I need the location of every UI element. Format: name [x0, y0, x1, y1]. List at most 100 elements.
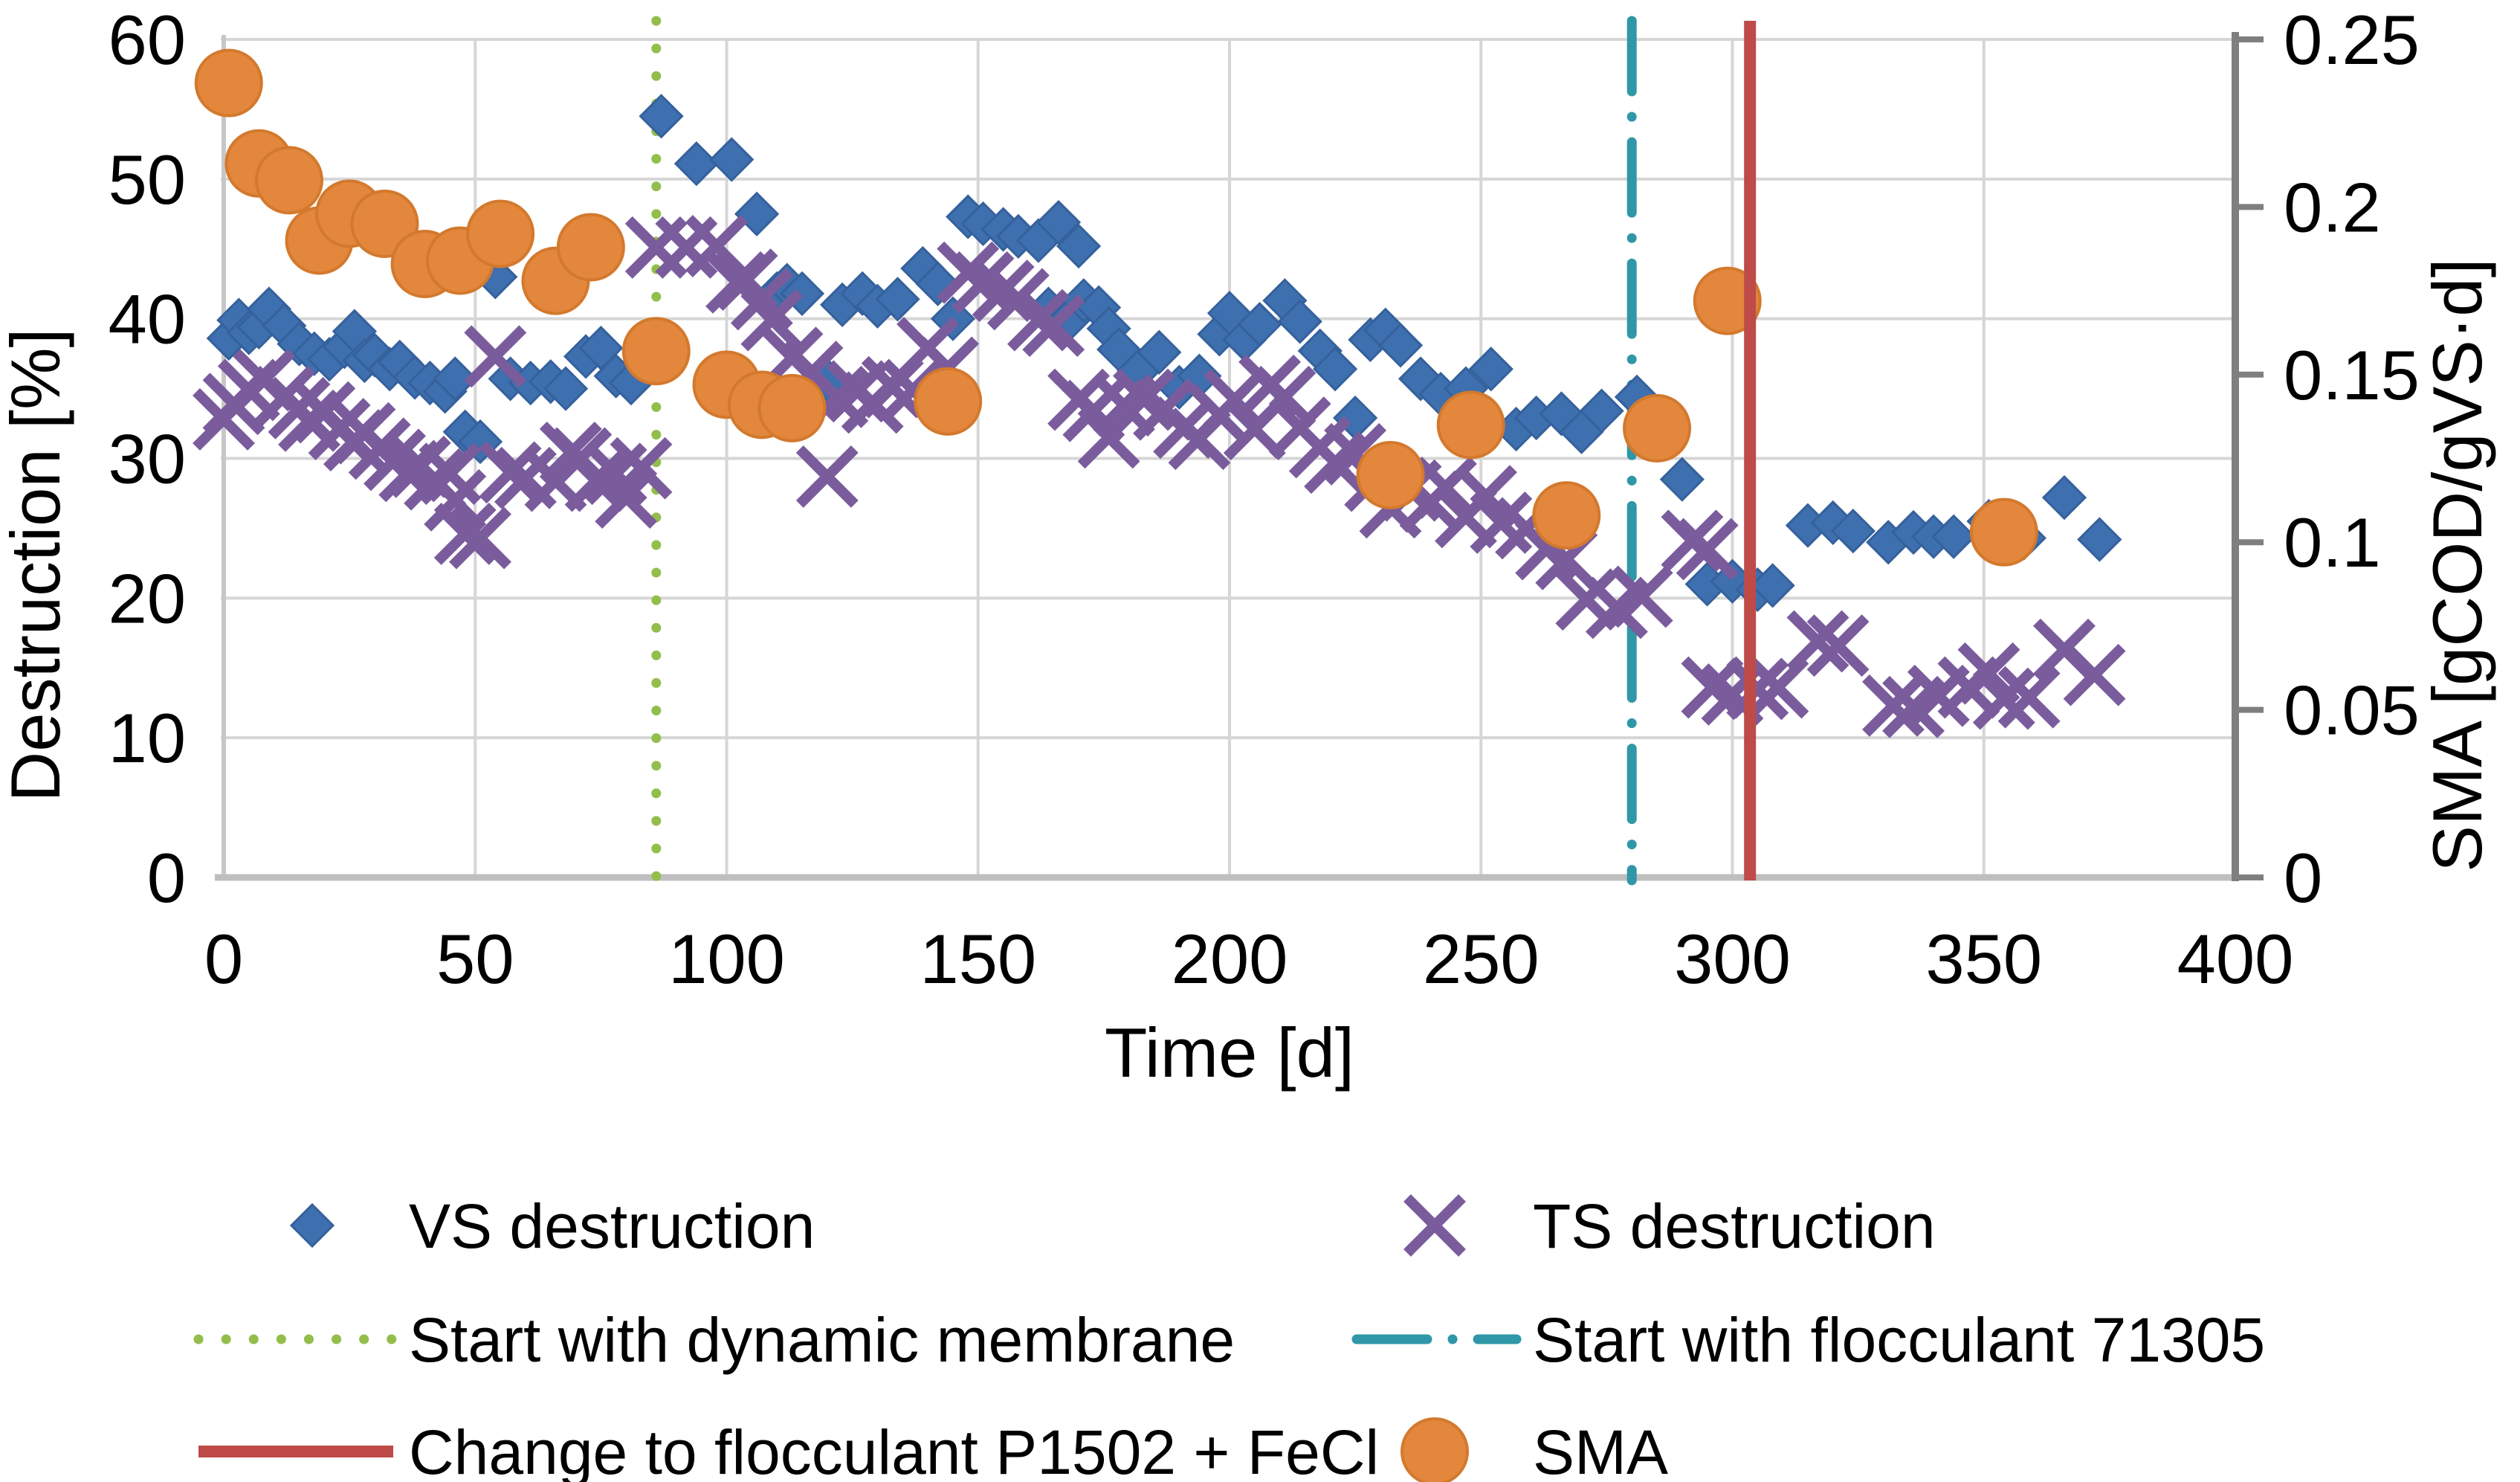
y-left-tick-label: 20 [108, 559, 186, 637]
vs-destruction-point [1750, 563, 1795, 608]
y-left-tick-label: 50 [108, 141, 186, 219]
y-right-tick-label: 0.25 [2284, 1, 2420, 79]
sma-point [621, 317, 691, 386]
vs-destruction-point [543, 366, 589, 411]
vs-diamond-icon [289, 1202, 335, 1249]
sma-circle-icon [1400, 1417, 1469, 1482]
vs-destruction-point [1036, 199, 1082, 245]
vs-destruction-point [1931, 514, 1977, 559]
legend-item: TS destruction [1403, 1191, 1936, 1261]
y-right-tick-label: 0 [2284, 839, 2322, 917]
x-tick-label: 100 [668, 920, 785, 998]
ts-destruction-point [1726, 657, 1789, 721]
series-sma [194, 48, 2038, 567]
legend-item: Change to flocculant P1502 + FeCl [198, 1417, 1379, 1482]
vs-destruction-point [1579, 388, 1624, 434]
y-left-tick-label: 0 [147, 839, 186, 917]
ts-destruction-point [1610, 565, 1673, 628]
vs-destruction-point [1659, 457, 1705, 502]
sma-point [556, 213, 625, 282]
ts-destruction-point [2063, 643, 2126, 706]
vs-destruction-point [1830, 509, 1876, 554]
legend-label: Start with flocculant 71305 [1533, 1305, 2265, 1375]
legend-label: SMA [1533, 1417, 1668, 1482]
y-right-tick-label: 0.05 [2284, 671, 2420, 750]
ts-destruction-point [1972, 667, 2035, 730]
sma-point [254, 146, 323, 215]
x-tick-label: 400 [2177, 920, 2294, 998]
legend-label: TS destruction [1533, 1191, 1936, 1261]
legend-item: Start with dynamic membrane [193, 1305, 1235, 1375]
sma-point [1356, 441, 1425, 510]
ts-destruction-point [952, 251, 1015, 314]
vs-destruction-point [1312, 347, 1358, 392]
ts-destruction-point [595, 466, 658, 529]
vs-destruction-point [673, 141, 720, 187]
ts-destruction-point [1806, 614, 1870, 677]
x-tick-label: 200 [1172, 920, 1288, 998]
ts-destruction-point [1862, 674, 1925, 737]
ts-destruction-point [610, 436, 673, 500]
vs-destruction-point [2077, 517, 2122, 562]
y-right-tick-label: 0.1 [2284, 503, 2381, 581]
vs-destruction-point [1468, 347, 1513, 392]
ts-destruction-point [433, 502, 497, 565]
x-tick-label: 300 [1674, 920, 1791, 998]
x-tick-label: 0 [204, 920, 243, 998]
y-left-tick-label: 10 [108, 699, 186, 777]
vs-destruction-point [709, 137, 755, 182]
sma-point [1693, 266, 1762, 335]
ts-destruction-point [1676, 518, 1739, 581]
ts-x-icon [1403, 1194, 1466, 1257]
sma-point [194, 48, 263, 117]
tick-labels-layer: 0 10 20 30 40 50 60 0 0.05 0.1 0.15 0.2 0.25 0 50 100 15… [108, 1, 2420, 998]
vs-destruction-point [734, 191, 780, 236]
y-left-tick-label: 60 [108, 1, 186, 79]
vs-destruction-point [779, 271, 825, 316]
series-vs-destruction [206, 94, 2122, 613]
ts-destruction-point [1022, 294, 1085, 358]
series-layer [193, 48, 2126, 738]
ts-destruction-point [740, 289, 804, 352]
vs-destruction-point [1137, 329, 1182, 375]
ts-destruction-point [1786, 610, 1849, 673]
vs-destruction-point [639, 94, 684, 139]
ts-destruction-point [1007, 289, 1070, 352]
sma-point [757, 373, 827, 442]
ts-destruction-point [1253, 365, 1316, 428]
y-right-tick-label: 0.2 [2284, 168, 2381, 246]
ts-destruction-point [564, 449, 627, 512]
y-left-tick-label: 30 [108, 420, 186, 498]
sma-point [1532, 481, 1601, 550]
vs-destruction-point [1277, 299, 1322, 344]
ts-destruction-point [1997, 666, 2061, 729]
ts-destruction-point [1304, 431, 1367, 494]
legend-label: Change to flocculant P1502 + FeCl [409, 1417, 1379, 1482]
sma-point [1969, 497, 2038, 567]
ts-destruction-point [795, 445, 859, 508]
legend-item: Start with flocculant 71305 [1351, 1305, 2265, 1375]
x-tick-label: 150 [920, 920, 1036, 998]
ts-destruction-point [1203, 368, 1266, 431]
legend-label: Start with dynamic membrane [409, 1305, 1235, 1375]
legend-label: VS destruction [409, 1191, 815, 1261]
sma-point [466, 199, 535, 268]
vs-destruction-point [1377, 323, 1424, 368]
sma-point [1436, 390, 1505, 460]
y-right-tick-label: 0.15 [2284, 336, 2420, 414]
y-left-tick-label: 40 [108, 280, 186, 358]
x-tick-label: 50 [436, 920, 514, 998]
vs-destruction-point [433, 356, 478, 402]
ts-destruction-point [464, 325, 527, 388]
legend: VS destruction TS destruction Start with d… [193, 1191, 2265, 1482]
x-axis-title: Time [d] [1105, 1014, 1354, 1092]
y-axis-left-title: Destruction [%] [0, 328, 74, 802]
vs-destruction-point [875, 277, 920, 322]
y-axis-right-title: SMA [gCOD/gVS·d] [2418, 258, 2496, 872]
x-tick-label: 350 [1925, 920, 2042, 998]
vs-destruction-point [1056, 223, 1102, 269]
sma-point [1623, 393, 1692, 463]
sma-point [914, 367, 983, 436]
